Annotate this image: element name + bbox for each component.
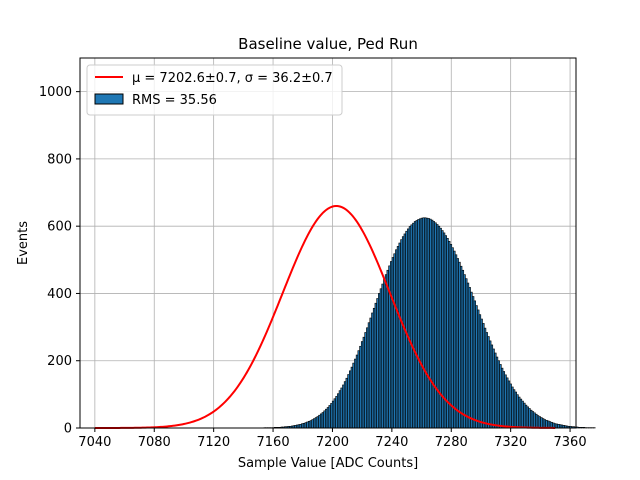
x-tick-label: 7280 (435, 435, 468, 450)
y-tick-label: 1000 (39, 85, 72, 100)
y-axis-ticks: 0 200 400 600 800 1000 (39, 85, 80, 437)
plot-frame (79, 57, 577, 429)
y-tick-label: 0 (64, 422, 72, 437)
y-axis-title: Events (16, 221, 31, 265)
x-tick-label: 7240 (375, 435, 408, 450)
legend-hist-label: RMS = 35.56 (132, 93, 217, 108)
x-tick-label: 7120 (197, 435, 230, 450)
x-axis-ticks: 7040 7080 7120 7160 7200 7240 7280 7320 7360 (78, 428, 587, 450)
y-tick-label: 600 (47, 220, 72, 235)
x-tick-label: 7320 (494, 435, 527, 450)
y-tick-label: 200 (47, 354, 72, 369)
x-tick-label: 7080 (138, 435, 171, 450)
legend: μ = 7202.6±0.7, σ = 36.2±0.7 RMS = 35.56 (86, 64, 343, 116)
y-tick-label: 400 (47, 287, 72, 302)
x-tick-label: 7360 (554, 435, 587, 450)
legend-box (86, 64, 343, 116)
legend-hist-swatch (94, 93, 124, 105)
chart-title: Baseline value, Ped Run (238, 35, 418, 53)
x-axis-title: Sample Value [ADC Counts] (238, 456, 418, 471)
x-tick-label: 7160 (257, 435, 290, 450)
x-tick-label: 7200 (316, 435, 349, 450)
gaussian-fit-line (94, 205, 556, 429)
y-tick-label: 800 (47, 152, 72, 167)
histogram-bars (263, 217, 596, 429)
legend-fit-label: μ = 7202.6±0.7, σ = 36.2±0.7 (132, 71, 333, 86)
x-tick-label: 7040 (78, 435, 111, 450)
